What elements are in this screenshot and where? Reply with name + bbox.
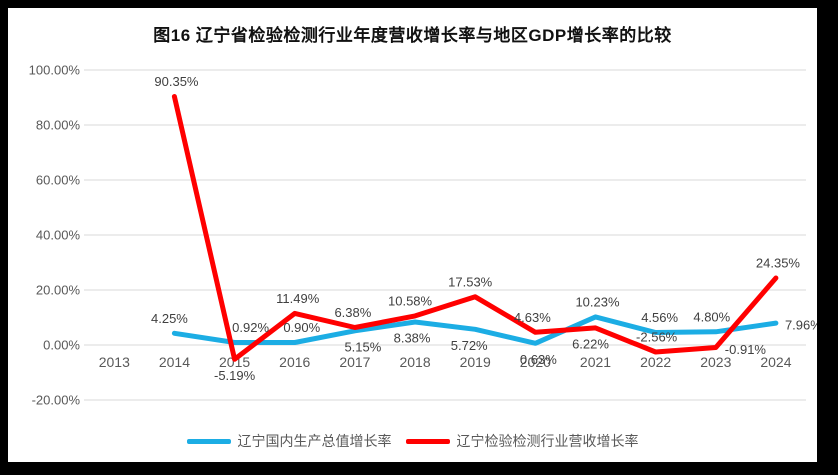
data-label: 8.38% xyxy=(394,330,431,345)
chart-title: 图16 辽宁省检验检测行业年度营收增长率与地区GDP增长率的比较 xyxy=(153,26,672,45)
data-label: 10.23% xyxy=(575,294,620,309)
x-axis-tick-label: 2023 xyxy=(700,354,731,370)
x-axis-tick-label: 2018 xyxy=(399,354,430,370)
x-axis-tick-label: 2021 xyxy=(580,354,611,370)
legend-item-revenue: 辽宁检验检测行业营收增长率 xyxy=(405,431,639,451)
data-label: 6.38% xyxy=(334,305,371,320)
y-axis-tick-label: 100.00% xyxy=(29,63,81,78)
y-axis-tick-label: 0.00% xyxy=(43,338,80,353)
data-label: 4.80% xyxy=(693,309,730,324)
gdp-line-swatch xyxy=(186,438,231,444)
data-label: -5.19% xyxy=(214,368,256,383)
data-label: 6.22% xyxy=(572,336,609,351)
data-label: 90.35% xyxy=(154,74,199,89)
y-axis-tick-label: 40.00% xyxy=(36,228,81,243)
x-axis-tick-label: 2016 xyxy=(279,354,310,370)
y-axis-tick-label: -20.00% xyxy=(32,393,81,408)
data-label: 4.63% xyxy=(514,310,551,325)
revenue-line-swatch xyxy=(405,438,450,444)
x-axis-tick-label: 2022 xyxy=(640,354,671,370)
data-label: 11.49% xyxy=(276,291,320,306)
chart-legend: 辽宁国内生产总值增长率 辽宁检验检测行业营收增长率 xyxy=(8,429,817,453)
x-axis-tick-label: 2013 xyxy=(99,354,130,370)
data-label: 4.25% xyxy=(151,311,188,326)
data-label: 17.53% xyxy=(448,274,493,289)
data-label: 5.72% xyxy=(451,338,488,353)
gdp-growth-line xyxy=(171,314,779,346)
legend-item-gdp: 辽宁国内生产总值增长率 xyxy=(186,431,392,451)
data-label: 10.58% xyxy=(388,293,433,308)
gdp-legend-label: 辽宁国内生产总值增长率 xyxy=(237,433,392,449)
x-axis-tick-label: 2019 xyxy=(460,354,491,370)
x-axis-tick-label: 2014 xyxy=(159,354,190,370)
testing-revenue-line xyxy=(171,94,779,362)
data-label: 0.92% xyxy=(232,320,269,335)
data-label: 4.56% xyxy=(641,310,678,325)
data-label: -2.56% xyxy=(636,330,678,345)
line-chart: 100.00% 80.00% 60.00% 40.00% 20.00% 0.00% -20.… xyxy=(29,63,817,408)
data-label: -0.91% xyxy=(725,342,767,357)
data-label: 7.96% xyxy=(785,318,817,333)
x-axis-tick-label: 2020 xyxy=(520,354,551,370)
x-axis-tick-label: 2024 xyxy=(760,354,791,370)
chart-card: 图16 辽宁省检验检测行业年度营收增长率与地区GDP增长率的比较 100.00%… xyxy=(8,8,817,462)
data-label: 5.15% xyxy=(344,339,381,354)
data-label: 0.90% xyxy=(283,320,320,335)
x-axis-tick-label: 2015 xyxy=(219,354,250,370)
revenue-legend-label: 辽宁检验检测行业营收增长率 xyxy=(456,433,639,449)
y-axis-tick-label: 80.00% xyxy=(36,118,81,133)
y-axis-tick-label: 20.00% xyxy=(36,283,81,298)
x-axis-tick-label: 2017 xyxy=(339,354,370,370)
y-axis-tick-label: 60.00% xyxy=(36,173,81,188)
data-label: 0.63% xyxy=(520,352,557,367)
data-label: 24.35% xyxy=(756,256,801,271)
